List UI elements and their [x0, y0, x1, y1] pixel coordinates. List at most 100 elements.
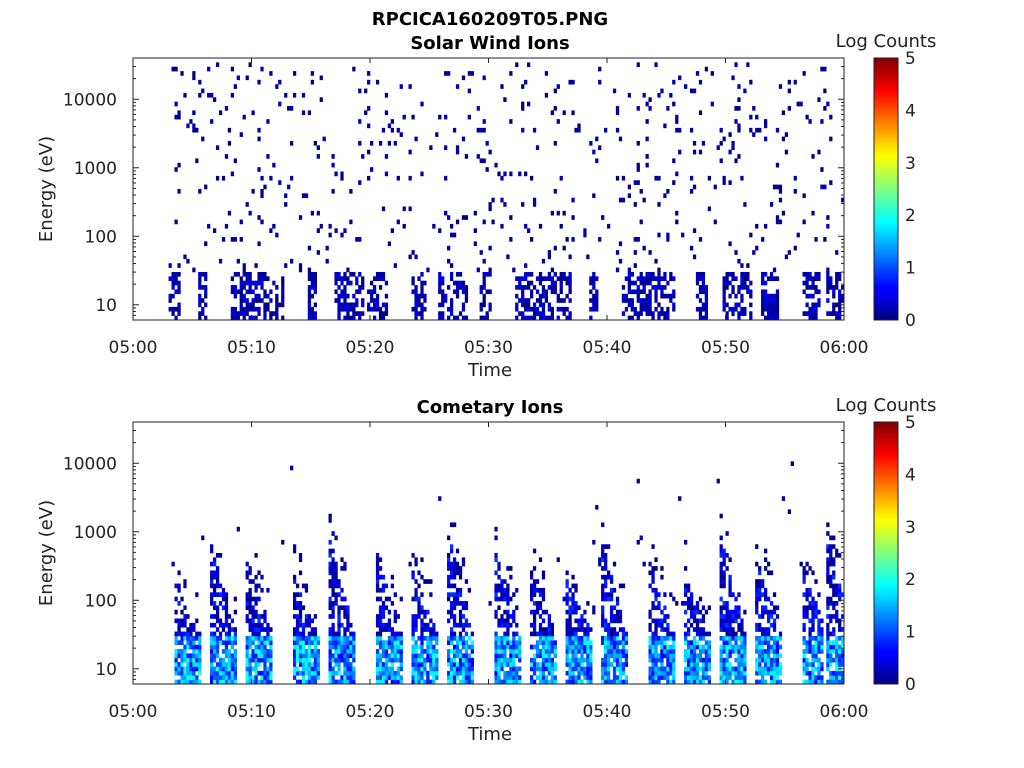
heatmap-cell — [764, 627, 768, 632]
heatmap-cell — [612, 561, 617, 567]
heatmap-cell — [512, 614, 516, 619]
heatmap-cell — [298, 609, 303, 615]
heatmap-cell — [375, 557, 380, 563]
heatmap-cell — [740, 293, 744, 299]
heatmap-cell — [609, 653, 614, 659]
heatmap-cell — [565, 631, 569, 637]
heatmap-cell — [304, 657, 309, 663]
heatmap-cell — [651, 601, 655, 606]
heatmap-cell — [464, 644, 469, 650]
heatmap-cell — [838, 618, 842, 624]
heatmap-cell — [615, 609, 620, 615]
heatmap-cell — [805, 605, 809, 611]
heatmap-cell — [497, 566, 501, 571]
heatmap-cell — [218, 618, 223, 624]
heatmap-cell — [411, 250, 415, 255]
heatmap-cell — [512, 609, 516, 615]
heatmap-cell — [775, 649, 780, 654]
heatmap-cell — [565, 596, 569, 602]
heatmap-cell — [698, 609, 703, 615]
heatmap-cell — [728, 614, 732, 619]
heatmap-cell — [464, 618, 469, 624]
heatmap-cell — [180, 679, 184, 685]
heatmap-cell — [313, 285, 317, 290]
heatmap-cell — [725, 657, 729, 663]
heatmap-cell — [778, 662, 783, 667]
heatmap-cell — [595, 302, 599, 308]
heatmap-cell — [764, 315, 768, 321]
heatmap-cell — [313, 679, 317, 685]
heatmap-cell — [192, 267, 196, 273]
heatmap-cell — [177, 653, 181, 659]
heatmap-cell — [820, 644, 824, 650]
heatmap-cell — [586, 631, 590, 637]
heatmap-cell — [755, 657, 759, 663]
heatmap-cell — [802, 666, 806, 672]
heatmap-cell — [541, 574, 546, 580]
heatmap-cell — [313, 627, 317, 632]
heatmap-cell — [627, 289, 631, 295]
heatmap-cell — [503, 653, 507, 659]
heatmap-cell — [755, 544, 759, 549]
heatmap-cell — [275, 315, 279, 321]
heatmap-cell — [464, 631, 469, 637]
heatmap-cell — [420, 315, 424, 321]
heatmap-cell — [183, 679, 187, 685]
heatmap-cell — [195, 127, 199, 133]
heatmap-cell — [429, 657, 433, 663]
heatmap-cell — [550, 679, 554, 685]
heatmap-cell — [494, 162, 498, 168]
heatmap-cell — [684, 635, 688, 641]
heatmap-cell — [728, 241, 732, 247]
heatmap-cell — [532, 601, 537, 606]
heatmap-cell — [233, 679, 237, 685]
heatmap-cell — [574, 657, 578, 663]
heatmap-cell — [266, 627, 270, 632]
heatmap-cell — [722, 302, 726, 308]
heatmap-cell — [212, 574, 217, 580]
heatmap-cell — [370, 140, 374, 146]
heatmap-cell — [420, 293, 424, 299]
heatmap-cell — [725, 280, 729, 286]
heatmap-cell — [666, 644, 670, 650]
heatmap-cell — [766, 635, 771, 641]
heatmap-cell — [838, 649, 842, 654]
heatmap-cell — [609, 605, 614, 611]
heatmap-cell — [731, 631, 735, 637]
heatmap-cell — [734, 675, 738, 680]
heatmap-cell — [547, 670, 552, 676]
heatmap-cell — [210, 670, 214, 676]
heatmap-cell — [538, 635, 543, 641]
heatmap-cell — [574, 601, 578, 606]
heatmap-cell — [224, 618, 229, 624]
heatmap-cell — [592, 271, 596, 277]
heatmap-cell — [571, 237, 575, 242]
heatmap-cell — [509, 566, 513, 571]
heatmap-cell — [260, 614, 264, 619]
colorbar-tick-label: 5 — [905, 413, 916, 433]
heatmap-cell — [257, 583, 261, 589]
heatmap-cell — [316, 675, 320, 680]
heatmap-cell — [565, 657, 569, 663]
heatmap-cell — [532, 670, 537, 676]
heatmap-cell — [778, 670, 783, 676]
colorbar-tick-label: 1 — [905, 259, 916, 279]
heatmap-cell — [719, 596, 723, 602]
heatmap-cell — [524, 302, 528, 308]
heatmap-cell — [420, 679, 424, 685]
heatmap-cell — [227, 614, 232, 619]
heatmap-cell — [686, 675, 691, 680]
heatmap-cell — [393, 675, 397, 680]
heatmap-cell — [719, 622, 723, 628]
heatmap-cell — [458, 574, 463, 580]
heatmap-cell — [698, 149, 703, 155]
heatmap-cell — [251, 189, 255, 194]
heatmap-cell — [743, 311, 747, 316]
heatmap-cell — [722, 601, 726, 606]
heatmap-cell — [609, 640, 614, 645]
heatmap-cell — [722, 175, 726, 181]
heatmap-cell — [722, 136, 726, 142]
heatmap-cell — [349, 640, 353, 645]
heatmap-cell — [657, 92, 661, 98]
heatmap-cell — [384, 110, 389, 116]
